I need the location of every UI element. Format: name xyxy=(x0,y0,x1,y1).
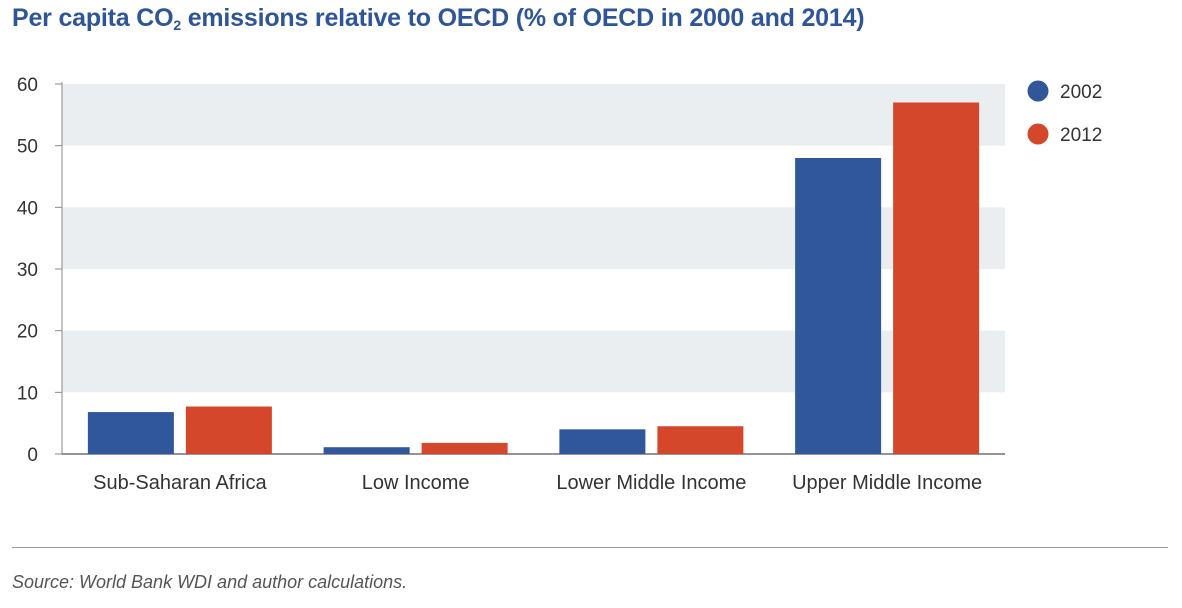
y-tick-label: 20 xyxy=(17,322,38,343)
bars xyxy=(87,102,980,454)
bar-2012 xyxy=(657,426,744,454)
y-tick-label: 50 xyxy=(17,137,38,158)
bar-2002 xyxy=(559,429,646,454)
bar-2012 xyxy=(421,442,508,454)
title-text-pre: Per capita CO xyxy=(12,4,174,32)
title-text-post: emissions relative to OECD (% of OECD in… xyxy=(180,4,865,32)
x-axis-labels: Sub-Saharan Africa Low Income Lower Middle… xyxy=(93,472,982,494)
y-tick-label: 30 xyxy=(17,260,38,281)
legend-marker-2012 xyxy=(1027,123,1049,145)
legend-label-2002: 2002 xyxy=(1060,82,1102,103)
x-tick-label: Low Income xyxy=(362,472,470,494)
y-axis-ticks: 0 10 20 30 40 50 60 xyxy=(17,75,62,466)
x-tick-label: Lower Middle Income xyxy=(556,472,746,494)
bar-2012 xyxy=(185,406,272,454)
bar-chart: 0 10 20 30 40 50 60 Sub-Saharan Africa Low Inco… xyxy=(17,75,1102,494)
title-subscript: 2 xyxy=(173,17,181,33)
y-tick-label: 10 xyxy=(17,383,38,404)
source-note: Source: World Bank WDI and author calcul… xyxy=(12,572,408,592)
y-tick-label: 40 xyxy=(17,198,38,219)
y-tick-label: 0 xyxy=(27,445,38,466)
bar-2002 xyxy=(323,447,410,454)
chart-title: Per capita CO2 emissions relative to OEC… xyxy=(12,4,865,33)
legend-label-2012: 2012 xyxy=(1060,125,1102,146)
x-tick-label: Upper Middle Income xyxy=(792,472,982,494)
y-tick-label: 60 xyxy=(17,75,38,96)
bar-2002 xyxy=(87,412,174,454)
grid-band xyxy=(62,84,1005,146)
legend: 2002 2012 xyxy=(1027,80,1102,146)
bar-2002 xyxy=(795,158,882,454)
x-tick-label: Sub-Saharan Africa xyxy=(93,472,267,494)
legend-marker-2002 xyxy=(1027,80,1049,102)
footer-divider xyxy=(12,547,1168,548)
bar-2012 xyxy=(893,102,980,454)
